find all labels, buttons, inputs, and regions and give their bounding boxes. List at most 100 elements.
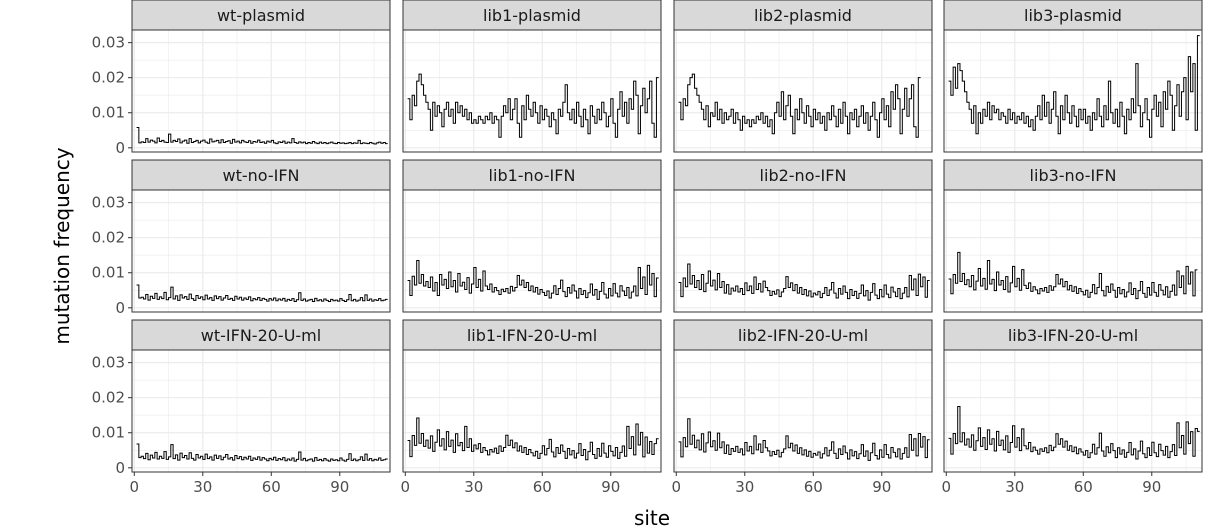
facet-strip-label: wt-IFN-20-U-ml [201, 326, 321, 345]
panel-background [944, 30, 1202, 152]
panel-background [403, 350, 661, 472]
x-tick-label: 60 [1074, 478, 1093, 496]
series-line [407, 73, 659, 138]
panel-background [132, 30, 390, 152]
y-tick-label: 0.02 [92, 69, 125, 87]
y-tick-label: 0 [115, 139, 125, 157]
panel-border [673, 29, 933, 153]
panel-background [403, 190, 661, 312]
facet-panel: lib3-plasmid [943, 0, 1203, 153]
panel-border [673, 189, 933, 313]
x-tick-label: 30 [193, 478, 212, 496]
y-tick-label: 0 [115, 299, 125, 317]
series-line [948, 251, 1198, 300]
x-tick-label: 60 [533, 478, 552, 496]
facet-panel: lib2-no-IFN [673, 159, 933, 313]
x-tick-label: 30 [735, 478, 754, 496]
facet-strip [943, 319, 1203, 351]
facet-panel: lib1-plasmid [402, 0, 662, 153]
panel-border [673, 349, 933, 473]
panel-background [403, 30, 661, 152]
series-line [136, 126, 388, 145]
y-tick-label: 0.01 [92, 264, 125, 282]
series-line [678, 73, 921, 138]
y-tick-label: 0.01 [92, 104, 125, 122]
facet-strip [673, 0, 933, 31]
series-line [678, 263, 930, 301]
y-axis-title: mutation frequency [50, 147, 74, 344]
facet-strip-label: lib1-no-IFN [489, 166, 576, 185]
x-tick-label: 0 [672, 478, 682, 496]
facet-panel: lib1-no-IFN [402, 159, 662, 313]
facet-strip [131, 0, 391, 31]
x-tick-label: 0 [130, 478, 140, 496]
facet-strip-label: wt-no-IFN [222, 166, 299, 185]
x-tick-label: 90 [601, 478, 620, 496]
series-line [407, 259, 659, 300]
facet-panel: wt-IFN-20-U-ml 0 0.01 0.02 0.03 0 30 60 90 [92, 319, 391, 496]
facet-strip [402, 159, 662, 191]
series-line [407, 417, 659, 461]
x-tick-label: 30 [464, 478, 483, 496]
series-line [948, 405, 1200, 460]
facet-strip-label: lib2-plasmid [754, 6, 852, 25]
facet-strip-label: lib3-IFN-20-U-ml [1008, 326, 1138, 345]
series-line [136, 443, 388, 462]
panel-border [943, 349, 1203, 473]
facet-strip-label: lib1-IFN-20-U-ml [467, 326, 597, 345]
x-tick-label: 90 [872, 478, 891, 496]
facet-strip-label: lib2-no-IFN [760, 166, 847, 185]
facet-panel: lib2-IFN-20-U-ml 0 30 60 90 [672, 319, 933, 496]
panel-border [131, 189, 391, 313]
x-tick-label: 90 [330, 478, 349, 496]
panel-border [131, 29, 391, 153]
y-tick-label: 0.02 [92, 389, 125, 407]
facet-panel: wt-no-IFN 0 0.01 0.02 0.03 [92, 159, 391, 317]
panel-border [131, 349, 391, 473]
facet-strip-label: lib3-plasmid [1024, 6, 1122, 25]
x-tick-label: 30 [1005, 478, 1024, 496]
x-tick-label: 90 [1142, 478, 1161, 496]
facet-strip [131, 319, 391, 351]
facet-panel: lib1-IFN-20-U-ml 0 30 60 90 [401, 319, 662, 496]
series-line [678, 418, 930, 461]
panel-background [674, 350, 932, 472]
facet-strip [673, 159, 933, 191]
y-tick-label: 0 [115, 459, 125, 477]
facet-strip [402, 0, 662, 31]
panel-border [943, 189, 1203, 313]
panel-background [674, 30, 932, 152]
x-tick-label: 60 [262, 478, 281, 496]
panel-background [132, 350, 390, 472]
facet-strip-label: wt-plasmid [217, 6, 305, 25]
x-axis-title: site [634, 506, 670, 528]
panel-border [402, 349, 662, 473]
y-tick-label: 0.03 [92, 34, 125, 52]
facet-strip [943, 0, 1203, 31]
facet-strip-label: lib2-IFN-20-U-ml [738, 326, 868, 345]
x-tick-label: 60 [804, 478, 823, 496]
series-line [948, 35, 1200, 138]
facet-panel: wt-plasmid 0 0.01 0.02 0.03 [92, 0, 391, 157]
panel-border [943, 29, 1203, 153]
panels-layer: wt-plasmid 0 0.01 0.02 0.03 lib1-plasmid lib2-… [92, 0, 1203, 496]
panel-border [402, 189, 662, 313]
facet-panel: lib3-IFN-20-U-ml 0 30 60 90 [942, 319, 1203, 496]
facet-strip [131, 159, 391, 191]
y-tick-label: 0.03 [92, 194, 125, 212]
x-tick-label: 0 [942, 478, 952, 496]
facet-strip [673, 319, 933, 351]
y-tick-label: 0.01 [92, 424, 125, 442]
panel-background [674, 190, 932, 312]
y-tick-label: 0.03 [92, 354, 125, 372]
facet-strip-label: lib1-plasmid [483, 6, 581, 25]
facet-strip-label: lib3-no-IFN [1030, 166, 1117, 185]
facet-panel: lib2-plasmid [673, 0, 933, 153]
panel-background [132, 190, 390, 312]
series-line [136, 284, 388, 302]
y-tick-label: 0.02 [92, 229, 125, 247]
panel-border [402, 29, 662, 153]
facet-panel: lib3-no-IFN [943, 159, 1203, 313]
x-tick-label: 0 [401, 478, 411, 496]
